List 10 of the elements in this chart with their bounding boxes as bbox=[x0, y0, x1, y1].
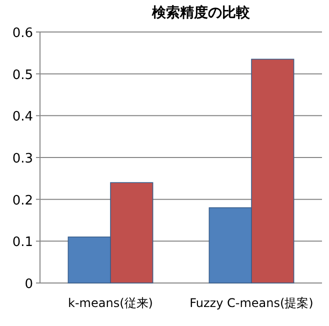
ytick: 0.4 bbox=[12, 110, 33, 125]
title: 検索精度の比較 bbox=[152, 5, 250, 21]
xtick: k-means(従来) bbox=[68, 296, 153, 310]
ytick: 0.6 bbox=[12, 26, 33, 41]
ytick: 0.3 bbox=[12, 152, 33, 166]
ytick: 0.2 bbox=[12, 193, 33, 208]
xtick: Fuzzy C-means(提案) bbox=[190, 296, 314, 310]
ytick: 0 bbox=[24, 277, 33, 292]
ytick: 0.5 bbox=[12, 68, 33, 83]
ytick: 0.1 bbox=[12, 235, 33, 250]
